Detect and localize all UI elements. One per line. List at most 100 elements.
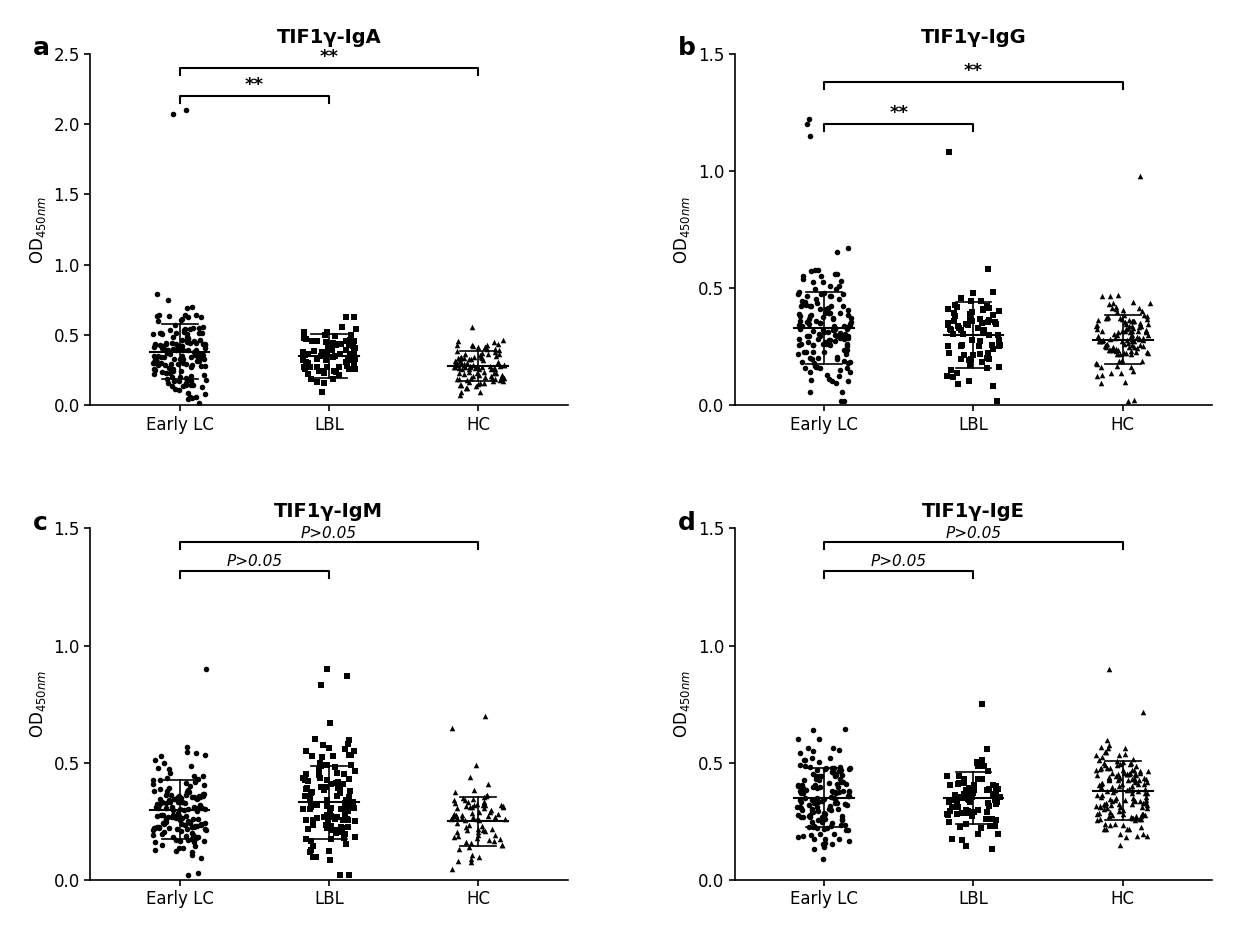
Point bbox=[838, 789, 858, 804]
Point bbox=[1110, 800, 1130, 815]
Point bbox=[170, 352, 190, 367]
Point bbox=[1107, 328, 1127, 343]
Point bbox=[341, 747, 361, 762]
Point bbox=[1132, 303, 1152, 318]
Point bbox=[171, 313, 191, 328]
Point bbox=[321, 338, 341, 353]
Point bbox=[791, 795, 811, 810]
Point bbox=[791, 785, 811, 800]
Point bbox=[835, 343, 854, 358]
Point bbox=[448, 815, 467, 830]
Point bbox=[830, 362, 849, 377]
Point bbox=[790, 799, 810, 814]
Point bbox=[165, 810, 185, 825]
Point bbox=[805, 841, 825, 856]
Point bbox=[789, 307, 808, 322]
Point bbox=[346, 321, 366, 336]
Point bbox=[479, 833, 498, 848]
Point bbox=[1122, 320, 1142, 335]
Point bbox=[835, 328, 854, 343]
Point bbox=[1099, 310, 1118, 325]
Point bbox=[1099, 662, 1118, 677]
Point bbox=[1137, 344, 1157, 359]
Point bbox=[791, 800, 811, 815]
Point bbox=[305, 731, 325, 746]
Point bbox=[988, 826, 1008, 841]
Point bbox=[182, 789, 202, 804]
Point bbox=[193, 337, 213, 352]
Point bbox=[331, 802, 351, 817]
Point bbox=[1106, 791, 1126, 806]
Point bbox=[1106, 344, 1126, 358]
Point bbox=[337, 358, 357, 373]
Point bbox=[801, 373, 821, 388]
Point bbox=[337, 668, 357, 683]
Point bbox=[315, 375, 335, 390]
Point bbox=[823, 784, 843, 799]
Point bbox=[144, 356, 164, 371]
Point bbox=[144, 821, 164, 836]
Point bbox=[448, 800, 467, 815]
Point bbox=[830, 784, 849, 799]
Point bbox=[335, 796, 355, 811]
Point bbox=[789, 317, 808, 332]
Point bbox=[299, 356, 319, 371]
Point bbox=[1138, 346, 1158, 361]
Point bbox=[159, 810, 179, 825]
Point bbox=[334, 777, 353, 792]
Point bbox=[1130, 331, 1149, 346]
Point bbox=[325, 812, 345, 826]
Point bbox=[464, 339, 484, 354]
Point bbox=[1137, 311, 1157, 326]
Point bbox=[149, 820, 169, 835]
Point bbox=[450, 377, 470, 392]
Point bbox=[340, 783, 360, 798]
Point bbox=[190, 346, 210, 361]
Point bbox=[181, 377, 201, 392]
Point bbox=[810, 329, 830, 344]
Point bbox=[978, 345, 998, 360]
Point bbox=[177, 327, 197, 342]
Point bbox=[951, 339, 971, 354]
Point bbox=[293, 801, 312, 816]
Point bbox=[490, 346, 510, 361]
Point bbox=[164, 351, 184, 366]
Point bbox=[166, 343, 186, 358]
Point bbox=[324, 372, 343, 387]
Point bbox=[947, 366, 967, 381]
Point bbox=[838, 302, 858, 317]
Point bbox=[810, 301, 830, 316]
Point bbox=[463, 848, 482, 863]
Point bbox=[820, 798, 839, 813]
Point bbox=[317, 359, 337, 374]
Point bbox=[153, 327, 172, 342]
Point bbox=[335, 798, 355, 813]
Point bbox=[491, 371, 511, 386]
Point bbox=[811, 315, 831, 330]
Point bbox=[482, 373, 502, 388]
Point bbox=[799, 335, 818, 350]
Point bbox=[835, 354, 854, 369]
Point bbox=[795, 753, 815, 768]
Point bbox=[487, 336, 507, 351]
Point bbox=[455, 813, 475, 828]
Point bbox=[345, 344, 365, 359]
Point bbox=[937, 338, 957, 353]
Point bbox=[1121, 359, 1141, 374]
Point bbox=[159, 821, 179, 836]
Point bbox=[460, 800, 480, 815]
Point bbox=[470, 361, 490, 376]
Point bbox=[303, 785, 322, 800]
Point bbox=[833, 784, 853, 799]
Text: b: b bbox=[677, 37, 696, 60]
Point bbox=[1096, 340, 1116, 355]
Point bbox=[445, 354, 465, 369]
Point bbox=[167, 789, 187, 804]
Point bbox=[191, 818, 211, 833]
Point bbox=[790, 338, 810, 353]
Point bbox=[950, 820, 970, 835]
Title: TIF1γ-IgM: TIF1γ-IgM bbox=[274, 503, 383, 521]
Point bbox=[1096, 733, 1116, 748]
Point bbox=[940, 803, 960, 818]
Point bbox=[1105, 793, 1125, 808]
